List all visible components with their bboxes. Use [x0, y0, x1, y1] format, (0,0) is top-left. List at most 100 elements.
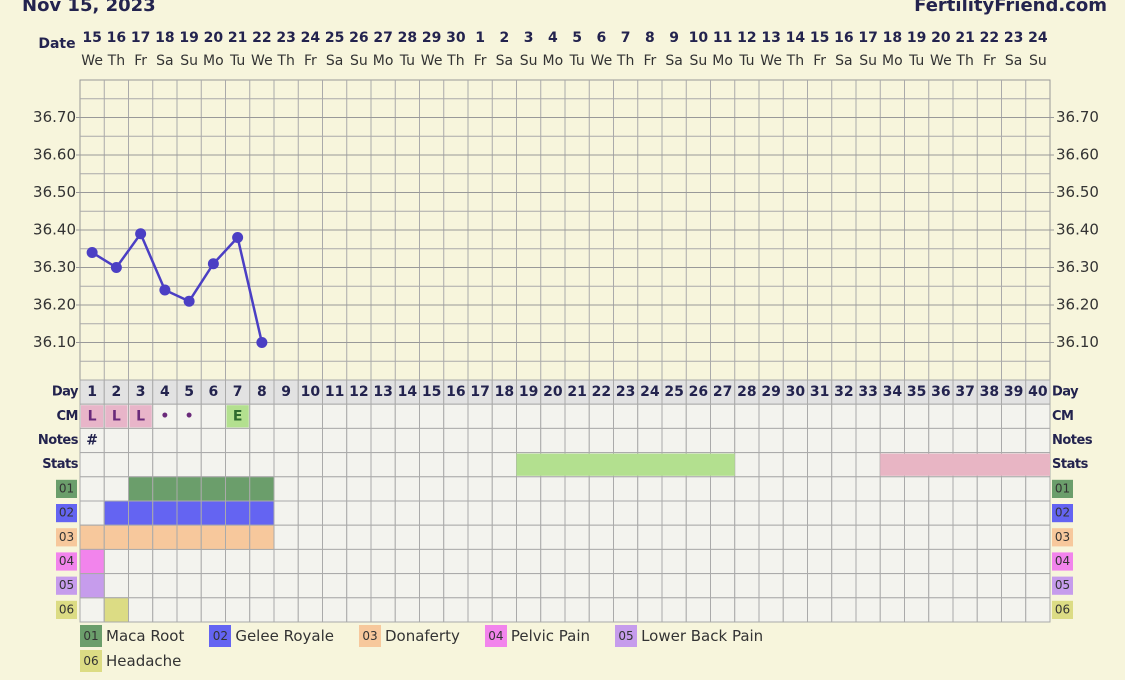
day-number: 35 [907, 384, 926, 400]
table-cell [831, 524, 857, 550]
table-cell [516, 500, 542, 526]
cm-text: L [88, 408, 97, 424]
table-cell [1001, 379, 1027, 405]
symptom-cell [128, 524, 154, 550]
row-label: Day [52, 385, 79, 400]
table-cell [394, 452, 420, 478]
cm-text: L [112, 408, 121, 424]
day-number: 25 [664, 384, 683, 400]
table-cell [467, 452, 493, 478]
table-cell [831, 548, 857, 575]
symptom-cell [249, 476, 275, 502]
table-cell [443, 452, 469, 478]
table-cell [249, 379, 275, 405]
table-cell [976, 427, 1002, 454]
table-cell [1001, 403, 1027, 429]
note-text: # [86, 433, 98, 449]
legend-code: 04 [484, 625, 507, 647]
table-cell [588, 548, 614, 575]
table-cell [1001, 524, 1027, 550]
weekday-label: Sa [496, 53, 513, 69]
date-label: 27 [373, 30, 392, 46]
date-label: 28 [398, 30, 417, 46]
table-cell [128, 548, 154, 575]
date-label: 14 [786, 30, 806, 46]
table-cell [200, 427, 226, 454]
table-cell [1025, 573, 1051, 599]
day-number: 40 [1028, 384, 1048, 400]
table-cell [297, 524, 323, 550]
code-label: 03 [59, 530, 74, 544]
date-label: 17 [858, 30, 877, 46]
table-cell [734, 573, 760, 599]
table-cell [103, 379, 129, 405]
table-cell [322, 452, 348, 478]
table-cell [952, 403, 978, 429]
table-cell [322, 573, 348, 599]
weekday-label: Th [107, 53, 125, 69]
date-label: 24 [1028, 30, 1048, 46]
symptom-cell [152, 476, 178, 502]
table-cell [176, 452, 202, 478]
day-number: 34 [883, 384, 903, 400]
table-cell [297, 452, 323, 478]
legend-item: 05 Lower Back Pain [615, 625, 763, 647]
legend-text: Lower Back Pain [641, 627, 764, 645]
row-label: Day [1052, 385, 1079, 400]
table-cell [758, 452, 784, 478]
symptom-cell [225, 500, 251, 526]
cm-cell [105, 405, 128, 428]
symptom-cell [79, 524, 105, 550]
table-cell [249, 548, 275, 575]
table-cell [855, 548, 881, 575]
row-label: CM [1052, 409, 1073, 424]
code-label: 05 [1055, 578, 1070, 592]
table-cell [394, 427, 420, 454]
table-cell [855, 427, 881, 454]
date-label: 1 [475, 30, 485, 46]
table-cell [467, 403, 493, 429]
table-cell [297, 573, 323, 599]
table-cell [710, 403, 736, 429]
table-cell [540, 597, 566, 623]
date-label: 5 [572, 30, 582, 46]
y-tick-label: 36.70 [33, 108, 76, 126]
table-cell [710, 500, 736, 526]
stats-bar [516, 453, 735, 476]
table-cell [710, 476, 736, 502]
table-cell [394, 573, 420, 599]
table-cell [613, 548, 639, 575]
table-cell [322, 524, 348, 550]
table-cell [443, 476, 469, 502]
symptom-cell [176, 476, 202, 502]
weekday-label: Fr [983, 53, 996, 69]
legend-code: 05 [615, 625, 638, 647]
y2-tick-label: 36.70 [1056, 108, 1099, 126]
temp-point [86, 247, 98, 258]
table-cell [976, 597, 1002, 623]
table-cell [419, 500, 445, 526]
table-cell [734, 476, 760, 502]
weekday-label: Mo [712, 53, 733, 69]
table-cell [564, 500, 590, 526]
table-cell [952, 524, 978, 550]
weekday-label: Th [616, 53, 634, 69]
day-number: 20 [543, 384, 563, 400]
legend-code: 06 [80, 650, 102, 672]
date-label: 25 [325, 30, 344, 46]
symptom-cell [103, 500, 129, 526]
table-cell [976, 524, 1002, 550]
table-cell [419, 524, 445, 550]
table-cell [273, 524, 299, 550]
date-label: 19 [179, 30, 198, 46]
symptom-cell [152, 524, 178, 550]
legend-text: Donaferty [384, 627, 460, 645]
table-cell [807, 403, 833, 429]
table-cell [346, 573, 372, 599]
table-cell [152, 403, 178, 429]
table-cell [758, 597, 784, 623]
code-label: 06 [59, 602, 74, 616]
code-box [1052, 552, 1073, 571]
table-cell [807, 548, 833, 575]
table-cell [200, 548, 226, 575]
